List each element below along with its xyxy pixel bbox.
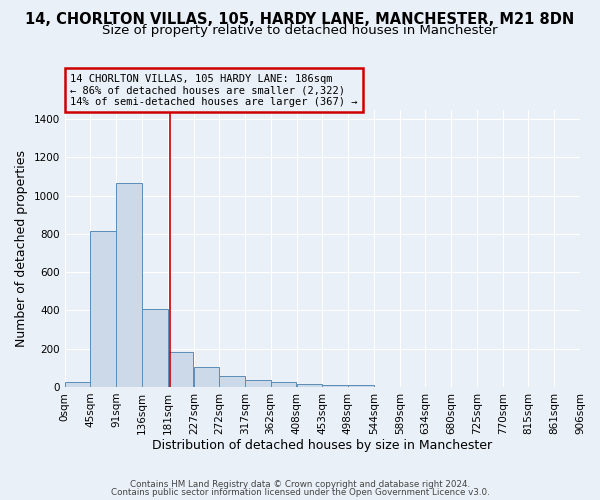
Text: 14 CHORLTON VILLAS, 105 HARDY LANE: 186sqm
← 86% of detached houses are smaller : 14 CHORLTON VILLAS, 105 HARDY LANE: 186s…	[70, 74, 358, 107]
Bar	[194, 367, 220, 387]
Text: Contains public sector information licensed under the Open Government Licence v3: Contains public sector information licen…	[110, 488, 490, 497]
Bar	[348, 385, 374, 387]
Bar	[322, 385, 348, 387]
Bar	[245, 380, 271, 387]
Bar	[65, 382, 90, 387]
Y-axis label: Number of detached properties: Number of detached properties	[15, 150, 28, 347]
Bar	[167, 352, 193, 387]
Text: Contains HM Land Registry data © Crown copyright and database right 2024.: Contains HM Land Registry data © Crown c…	[130, 480, 470, 489]
Bar	[90, 231, 116, 387]
Bar	[116, 183, 142, 387]
Bar	[271, 382, 296, 387]
Text: 14, CHORLTON VILLAS, 105, HARDY LANE, MANCHESTER, M21 8DN: 14, CHORLTON VILLAS, 105, HARDY LANE, MA…	[25, 12, 575, 28]
X-axis label: Distribution of detached houses by size in Manchester: Distribution of detached houses by size …	[152, 440, 493, 452]
Bar	[220, 376, 245, 387]
Bar	[142, 308, 167, 387]
Text: Size of property relative to detached houses in Manchester: Size of property relative to detached ho…	[102, 24, 498, 37]
Bar	[297, 384, 322, 387]
